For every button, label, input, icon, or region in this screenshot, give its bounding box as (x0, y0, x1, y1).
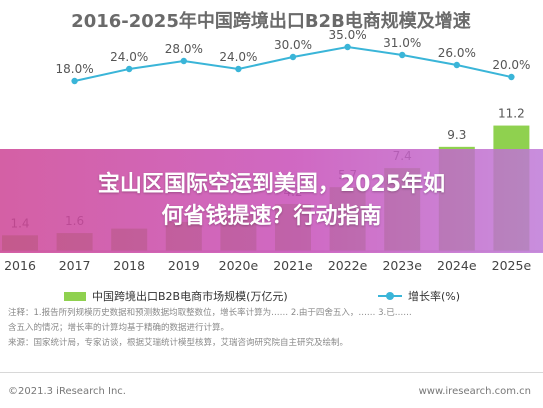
growth-label-2017: 18.0% (56, 62, 94, 76)
growth-point-2019 (180, 57, 187, 65)
x-tick-2021e: 2021e (273, 258, 313, 273)
legend-bar-label: 中国跨境出口B2B电商市场规模(万亿元) (92, 290, 288, 303)
growth-label-2018: 24.0% (110, 50, 148, 64)
growth-point-2025e (508, 73, 515, 81)
growth-point-2024e (453, 61, 460, 69)
legend-item-line: 增长率(%) (378, 288, 460, 304)
x-tick-2022e: 2022e (328, 258, 368, 273)
x-tick-2025e: 2025e (492, 258, 532, 273)
x-tick-2016: 2016 (4, 258, 36, 273)
chart-notes: 注释：1.报告所列规模历史数据和预测数据均取整数位，增长率计算为…… 2.由于四… (8, 306, 538, 351)
x-tick-2024e: 2024e (437, 258, 477, 273)
growth-point-2020e (235, 65, 242, 73)
chart-title: 2016-2025年中国跨境出口B2B电商规模及增速 (71, 10, 471, 32)
bar-value-label-2025e: 11.2 (498, 107, 525, 121)
x-tick-2023e: 2023e (382, 258, 422, 273)
note-line-1: 注释：1.报告所列规模历史数据和预测数据均取整数位，增长率计算为…… 2.由于四… (8, 308, 412, 318)
note-line-2: 含五入的情况；增长率的计算均基于精确的数据进行计算。 (8, 323, 230, 333)
growth-label-2025e: 20.0% (492, 58, 530, 72)
note-line-3: 来源：国家统计局，专家访谈，根据艾瑞统计模型核算，艾瑞咨询研究院自主研究及绘制。 (8, 338, 349, 348)
growth-label-2023e: 31.0% (383, 36, 421, 50)
growth-point-2017 (71, 77, 78, 85)
legend-line-label: 增长率(%) (408, 290, 461, 303)
growth-point-2018 (126, 65, 133, 73)
footer-copyright: ©2021.3 iResearch Inc. (8, 386, 126, 397)
title-overlay-banner: 宝山区国际空运到美国，2025年如 何省钱提速？行动指南 (0, 149, 543, 253)
x-tick-2018: 2018 (113, 258, 145, 273)
growth-label-2024e: 26.0% (438, 46, 476, 60)
legend-line-swatch (378, 292, 402, 300)
growth-point-2021e (289, 53, 297, 61)
footer-website: www.iresearch.com.cn (418, 386, 531, 397)
growth-label-2022e: 35.0% (329, 28, 367, 42)
overlay-title-line-2: 何省钱提速？行动指南 (161, 204, 382, 229)
legend-bar-swatch (64, 291, 86, 301)
footer-divider (0, 372, 543, 373)
growth-label-2019: 28.0% (165, 42, 203, 56)
x-tick-2019: 2019 (168, 258, 200, 273)
growth-label-2021e: 30.0% (274, 38, 312, 52)
overlay-title-line-1: 宝山区国际空运到美国，2025年如 (97, 172, 446, 197)
bar-value-label-2024e: 9.3 (447, 128, 466, 142)
chart-legend: 中国跨境出口B2B电商市场规模(万亿元) 增长率(%) (0, 284, 543, 306)
growth-point-2023e (399, 51, 406, 59)
growth-label-2020e: 24.0% (219, 50, 257, 64)
legend-item-bar: 中国跨境出口B2B电商市场规模(万亿元) (64, 288, 288, 304)
x-tick-2017: 2017 (59, 258, 91, 273)
growth-point-2022e (344, 43, 351, 51)
x-tick-2020e: 2020e (219, 258, 259, 273)
